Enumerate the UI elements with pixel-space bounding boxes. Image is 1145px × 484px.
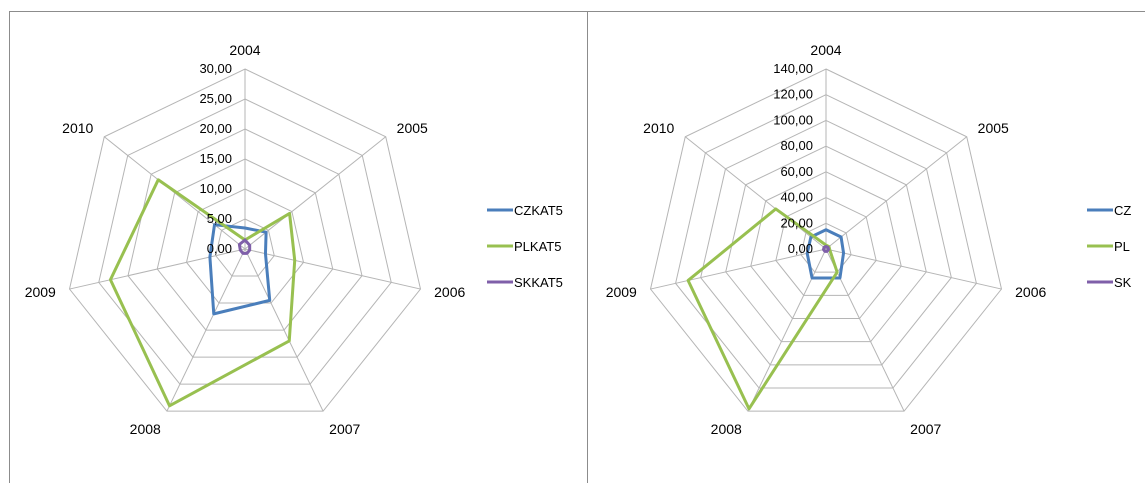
radar-spoke (747, 248, 827, 412)
left-chart-panel: 2004 2005 2006 2007 2008 2009 2010 0,00 5,00 10,0… (9, 11, 588, 483)
radar-spoke (650, 248, 827, 290)
tick-label: 0,00 (788, 241, 813, 256)
category-label: 2005 (397, 120, 428, 136)
category-label: 2008 (711, 421, 742, 437)
radar-spoke (244, 248, 324, 412)
grid-ring (800, 222, 852, 273)
series-line-cz (805, 228, 846, 280)
category-label: 2010 (643, 120, 674, 136)
radar-spoke (166, 248, 246, 412)
left-radar-chart: 2004 2005 2006 2007 2008 2009 2010 0,00 5,00 10,0… (25, 42, 563, 437)
grid-ring (68, 68, 422, 412)
grid-ring (649, 68, 1003, 412)
tick-label: 25,00 (199, 91, 232, 106)
legend: CZKAT5 PLKAT5 SKKAT5 (487, 203, 563, 290)
right-chart-panel: 2004 2005 2006 2007 2008 2009 2010 0,00 20,00 40,… (587, 11, 1145, 483)
category-label: 2009 (606, 284, 637, 300)
right-radar-chart: 2004 2005 2006 2007 2008 2009 2010 0,00 20,00 40,… (606, 42, 1132, 437)
legend-label: CZKAT5 (514, 203, 563, 218)
category-label: 2008 (130, 421, 161, 437)
category-label: 2005 (978, 120, 1009, 136)
series-line-plkat5 (108, 178, 297, 408)
grid-ring (675, 94, 977, 389)
series-line-sk (821, 244, 831, 253)
tick-label: 0,00 (207, 241, 232, 256)
tick-label: 30,00 (199, 61, 232, 76)
tick-label: 40,00 (780, 190, 813, 205)
legend-label: SKKAT5 (514, 275, 563, 290)
tick-label: 10,00 (199, 181, 232, 196)
grid-ring (156, 158, 334, 331)
grid-ring (750, 171, 902, 320)
tick-label: 5,00 (207, 211, 232, 226)
grid-ring (700, 119, 952, 366)
grid-ring (98, 98, 392, 385)
category-label: 2010 (62, 120, 93, 136)
radar-grid (649, 68, 1003, 412)
tick-label: 140,00 (773, 61, 813, 76)
tick-label: 15,00 (199, 151, 232, 166)
category-label: 2007 (329, 421, 360, 437)
category-label: 2007 (910, 421, 941, 437)
grid-ring (725, 145, 927, 343)
radar-spoke (244, 248, 421, 290)
tick-label: 60,00 (780, 164, 813, 179)
legend-label: PL (1114, 239, 1130, 254)
category-label: 2004 (810, 42, 841, 58)
radar-spoke (684, 136, 827, 250)
series-line-skkat5 (237, 238, 252, 255)
radar-spoke (825, 136, 968, 250)
tick-label: 100,00 (773, 112, 813, 127)
grid-ring (185, 188, 305, 304)
tick-label: 80,00 (780, 138, 813, 153)
radar-spoke (825, 248, 1002, 290)
category-label: 2006 (1015, 284, 1046, 300)
series-line-pl (686, 207, 839, 411)
legend-label: PLKAT5 (514, 239, 561, 254)
series-line-czkat5 (208, 223, 272, 316)
category-label: 2009 (25, 284, 56, 300)
category-label: 2004 (229, 42, 260, 58)
tick-label: 20,00 (199, 121, 232, 136)
grid-ring (127, 128, 363, 358)
legend: CZ PL SK (1087, 203, 1132, 290)
tick-label: 120,00 (773, 87, 813, 102)
category-label: 2006 (434, 284, 465, 300)
legend-label: SK (1114, 275, 1132, 290)
legend-label: CZ (1114, 203, 1131, 218)
grid-ring (215, 218, 275, 277)
grid-ring (775, 197, 877, 296)
radar-spoke (244, 136, 387, 250)
radar-spoke (69, 248, 246, 290)
tick-label: 20,00 (780, 215, 813, 230)
